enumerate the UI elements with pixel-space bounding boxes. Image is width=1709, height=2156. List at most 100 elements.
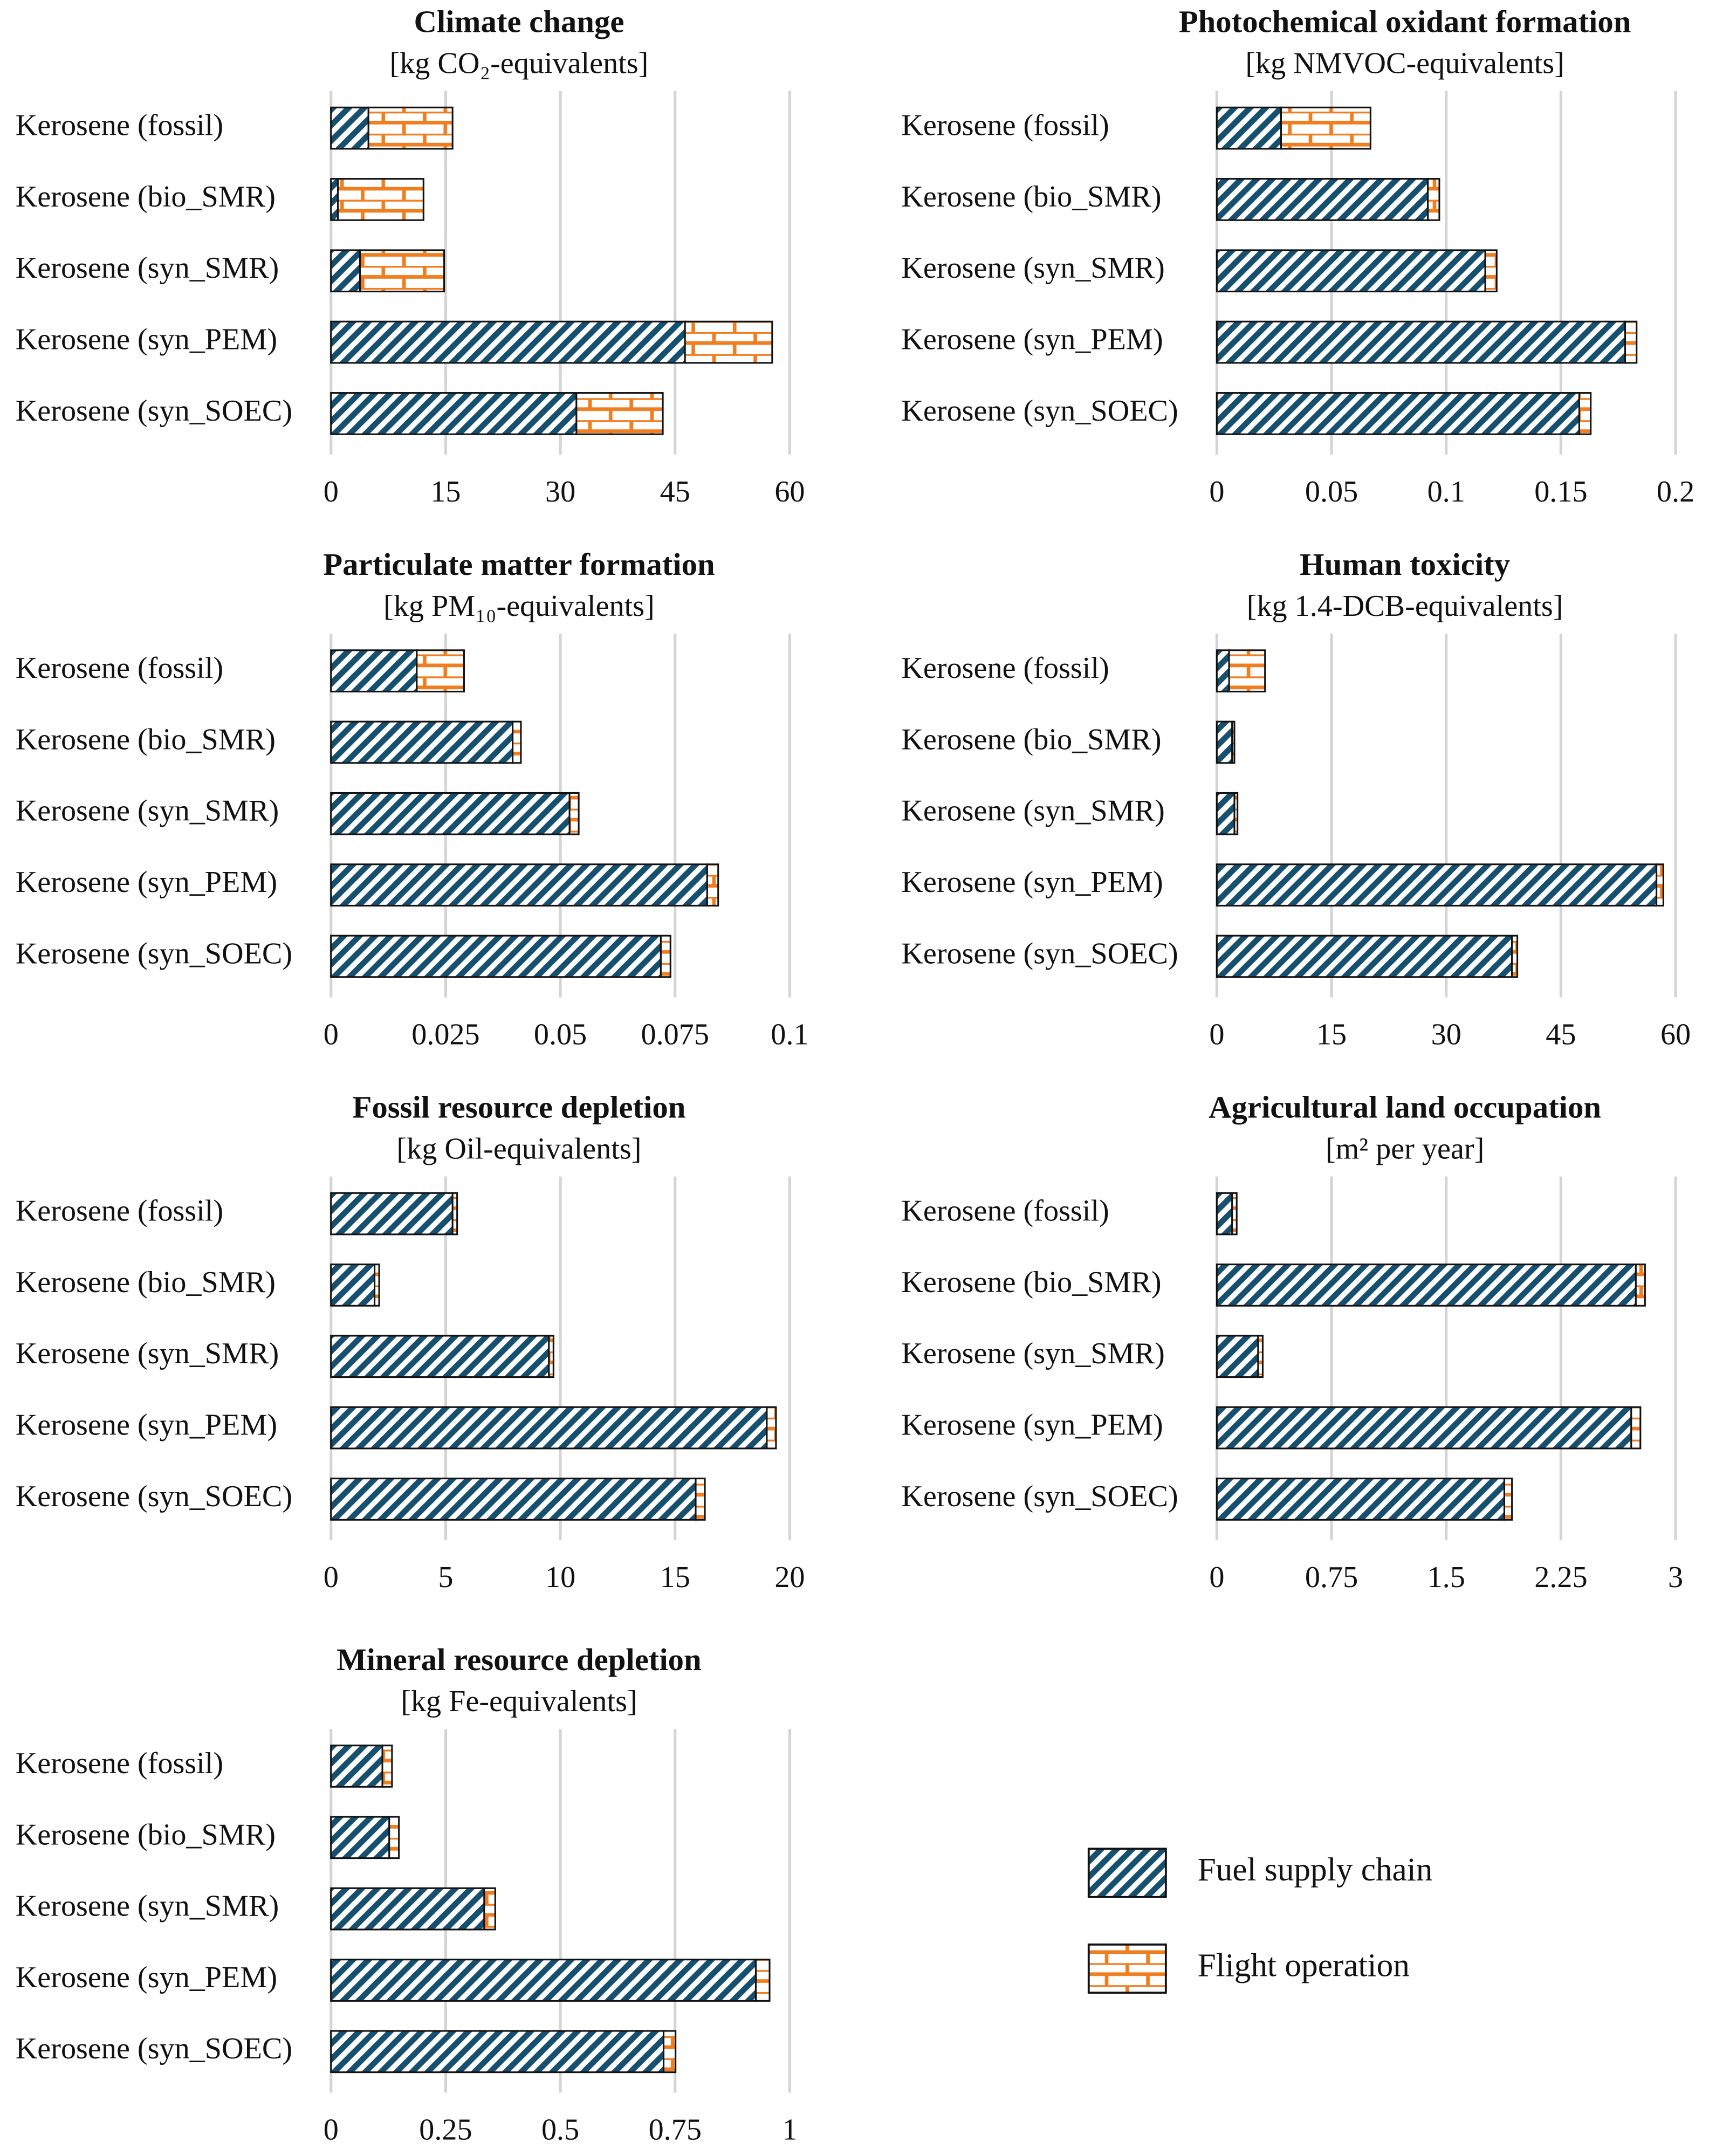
bar-segment — [568, 792, 580, 835]
y-tick-label: Kerosene (bio_SMR) — [901, 180, 1161, 214]
bar-segment — [1257, 1335, 1264, 1378]
bar-segment — [1656, 863, 1664, 907]
x-tick-label: 15 — [1316, 1018, 1347, 1052]
chart-title: Human toxicity — [1300, 547, 1510, 582]
bar-segment — [451, 1192, 458, 1235]
chart-title: Particulate matter formation — [323, 547, 715, 582]
chart-subtitle: [kg NMVOC-equivalents] — [1245, 47, 1564, 80]
y-tick-label: Kerosene (bio_SMR) — [16, 180, 276, 214]
y-tick-label: Kerosene (syn_SOEC) — [901, 937, 1178, 970]
x-tick-label: 0.75 — [1305, 1561, 1358, 1594]
y-tick-label: Kerosene (fossil) — [16, 1747, 223, 1780]
bar-segment — [330, 178, 339, 221]
x-tick-label: 2.25 — [1534, 1561, 1587, 1594]
chart-subtitle: [m² per year] — [1326, 1132, 1485, 1166]
bar-segment — [662, 2030, 677, 2073]
bar-segment — [416, 649, 465, 692]
x-tick-label: 0.1 — [1427, 475, 1465, 509]
x-tick-label: 0 — [324, 2113, 339, 2146]
bar-segment — [695, 1478, 706, 1521]
x-tick-label: 0.2 — [1657, 475, 1694, 509]
legend-swatch — [1087, 1848, 1167, 1898]
bar-segment — [330, 1192, 454, 1235]
y-tick-label: Kerosene (syn_SMR) — [16, 251, 279, 285]
x-tick-label: 10 — [545, 1561, 575, 1594]
bar-segment — [1228, 649, 1266, 692]
y-tick-label: Kerosene (syn_SOEC) — [901, 394, 1178, 428]
bar-segment — [330, 649, 418, 692]
x-tick-label: 0.025 — [411, 1018, 479, 1052]
x-tick-label: 0.25 — [419, 2113, 472, 2146]
chart-panel: Climate change [kg CO₂-equivalents] 0 15 30 4… — [16, 4, 805, 509]
bar-segment — [754, 1959, 771, 2002]
y-tick-label: Kerosene (fossil) — [16, 1194, 223, 1228]
bar-segment — [367, 106, 454, 150]
x-tick-label: 0 — [1209, 1018, 1224, 1052]
x-tick-label: 20 — [774, 1561, 805, 1594]
bar-segment — [337, 178, 424, 221]
chart-panel: Mineral resource depletion [kg Fe-equival… — [16, 1642, 798, 2147]
chart-subtitle: [kg Oil-equivalents] — [396, 1132, 641, 1166]
chart-title: Agricultural land occupation — [1209, 1090, 1601, 1125]
bar-segment — [1216, 792, 1236, 835]
bar-segment — [1216, 863, 1658, 907]
bar-segment — [388, 1816, 400, 1859]
bar-segment — [330, 1478, 697, 1521]
bar-segment — [330, 1816, 390, 1859]
y-tick-label: Kerosene (fossil) — [901, 1194, 1109, 1228]
chart-subtitle: [kg PM₁₀-equivalents] — [383, 589, 655, 623]
bar-segment — [1280, 106, 1371, 150]
bar-segment — [1216, 720, 1233, 764]
chart-subtitle: [kg CO₂-equivalents] — [389, 47, 648, 80]
bar-segment — [1484, 249, 1498, 293]
x-tick-label: 1.5 — [1427, 1561, 1465, 1594]
bar-segment — [359, 249, 445, 293]
bar-segment — [512, 720, 522, 764]
y-tick-label: Kerosene (syn_PEM) — [16, 322, 277, 356]
bar-segment — [660, 935, 671, 978]
chart-subtitle: [kg Fe-equivalents] — [401, 1685, 637, 1718]
y-tick-label: Kerosene (fossil) — [16, 108, 223, 142]
bar-segment — [330, 2030, 665, 2073]
y-tick-label: Kerosene (syn_SMR) — [901, 1337, 1164, 1370]
y-tick-label: Kerosene (bio_SMR) — [901, 1266, 1161, 1299]
bar-segment — [1216, 935, 1513, 978]
x-tick-label: 0.5 — [541, 2113, 579, 2146]
bar-segment — [330, 1745, 383, 1788]
bar-segment — [1216, 1335, 1259, 1378]
chart-panel: Agricultural land occupation [m² per year… — [901, 1090, 1683, 1595]
bar-segment — [684, 320, 773, 364]
bar-segment — [330, 863, 708, 907]
y-tick-label: Kerosene (syn_SOEC) — [901, 1480, 1178, 1513]
x-tick-label: 3 — [1668, 1561, 1683, 1594]
x-tick-label: 0 — [324, 1018, 339, 1052]
bar-segment — [1216, 1478, 1506, 1521]
chart-title: Climate change — [414, 4, 624, 39]
chart-panel: Human toxicity [kg 1.4-DCB-equivalents] 0 1… — [901, 547, 1691, 1052]
legend: Fuel supply chain Flight operation — [1087, 1848, 1432, 1994]
x-tick-label: 0.75 — [649, 2113, 702, 2146]
bar-segment — [330, 935, 662, 978]
y-tick-label: Kerosene (syn_PEM) — [901, 322, 1163, 356]
bar-segment — [1216, 320, 1626, 364]
bar-segment — [1427, 178, 1440, 221]
y-tick-label: Kerosene (fossil) — [16, 651, 223, 685]
x-tick-label: 30 — [545, 475, 575, 509]
bar-segment — [1216, 1192, 1233, 1235]
y-tick-label: Kerosene (syn_SMR) — [16, 1890, 279, 1923]
bar-segment — [330, 1264, 376, 1307]
bar-segment — [381, 1745, 393, 1788]
x-tick-label: 0.05 — [1305, 475, 1358, 509]
y-tick-label: Kerosene (syn_PEM) — [16, 1409, 277, 1442]
x-tick-label: 60 — [774, 475, 805, 509]
bar-segment — [330, 1887, 485, 1931]
x-tick-label: 0.075 — [641, 1018, 709, 1052]
bar-segment — [1624, 320, 1638, 364]
x-tick-label: 0 — [324, 1561, 339, 1594]
bar-segment — [1231, 720, 1236, 764]
x-tick-label: 0 — [324, 475, 339, 509]
chart-subtitle: [kg 1.4-DCB-equivalents] — [1247, 589, 1563, 623]
bar-segment — [1231, 1192, 1238, 1235]
bar-segment — [374, 1264, 380, 1307]
bar-segment — [1635, 1264, 1646, 1307]
